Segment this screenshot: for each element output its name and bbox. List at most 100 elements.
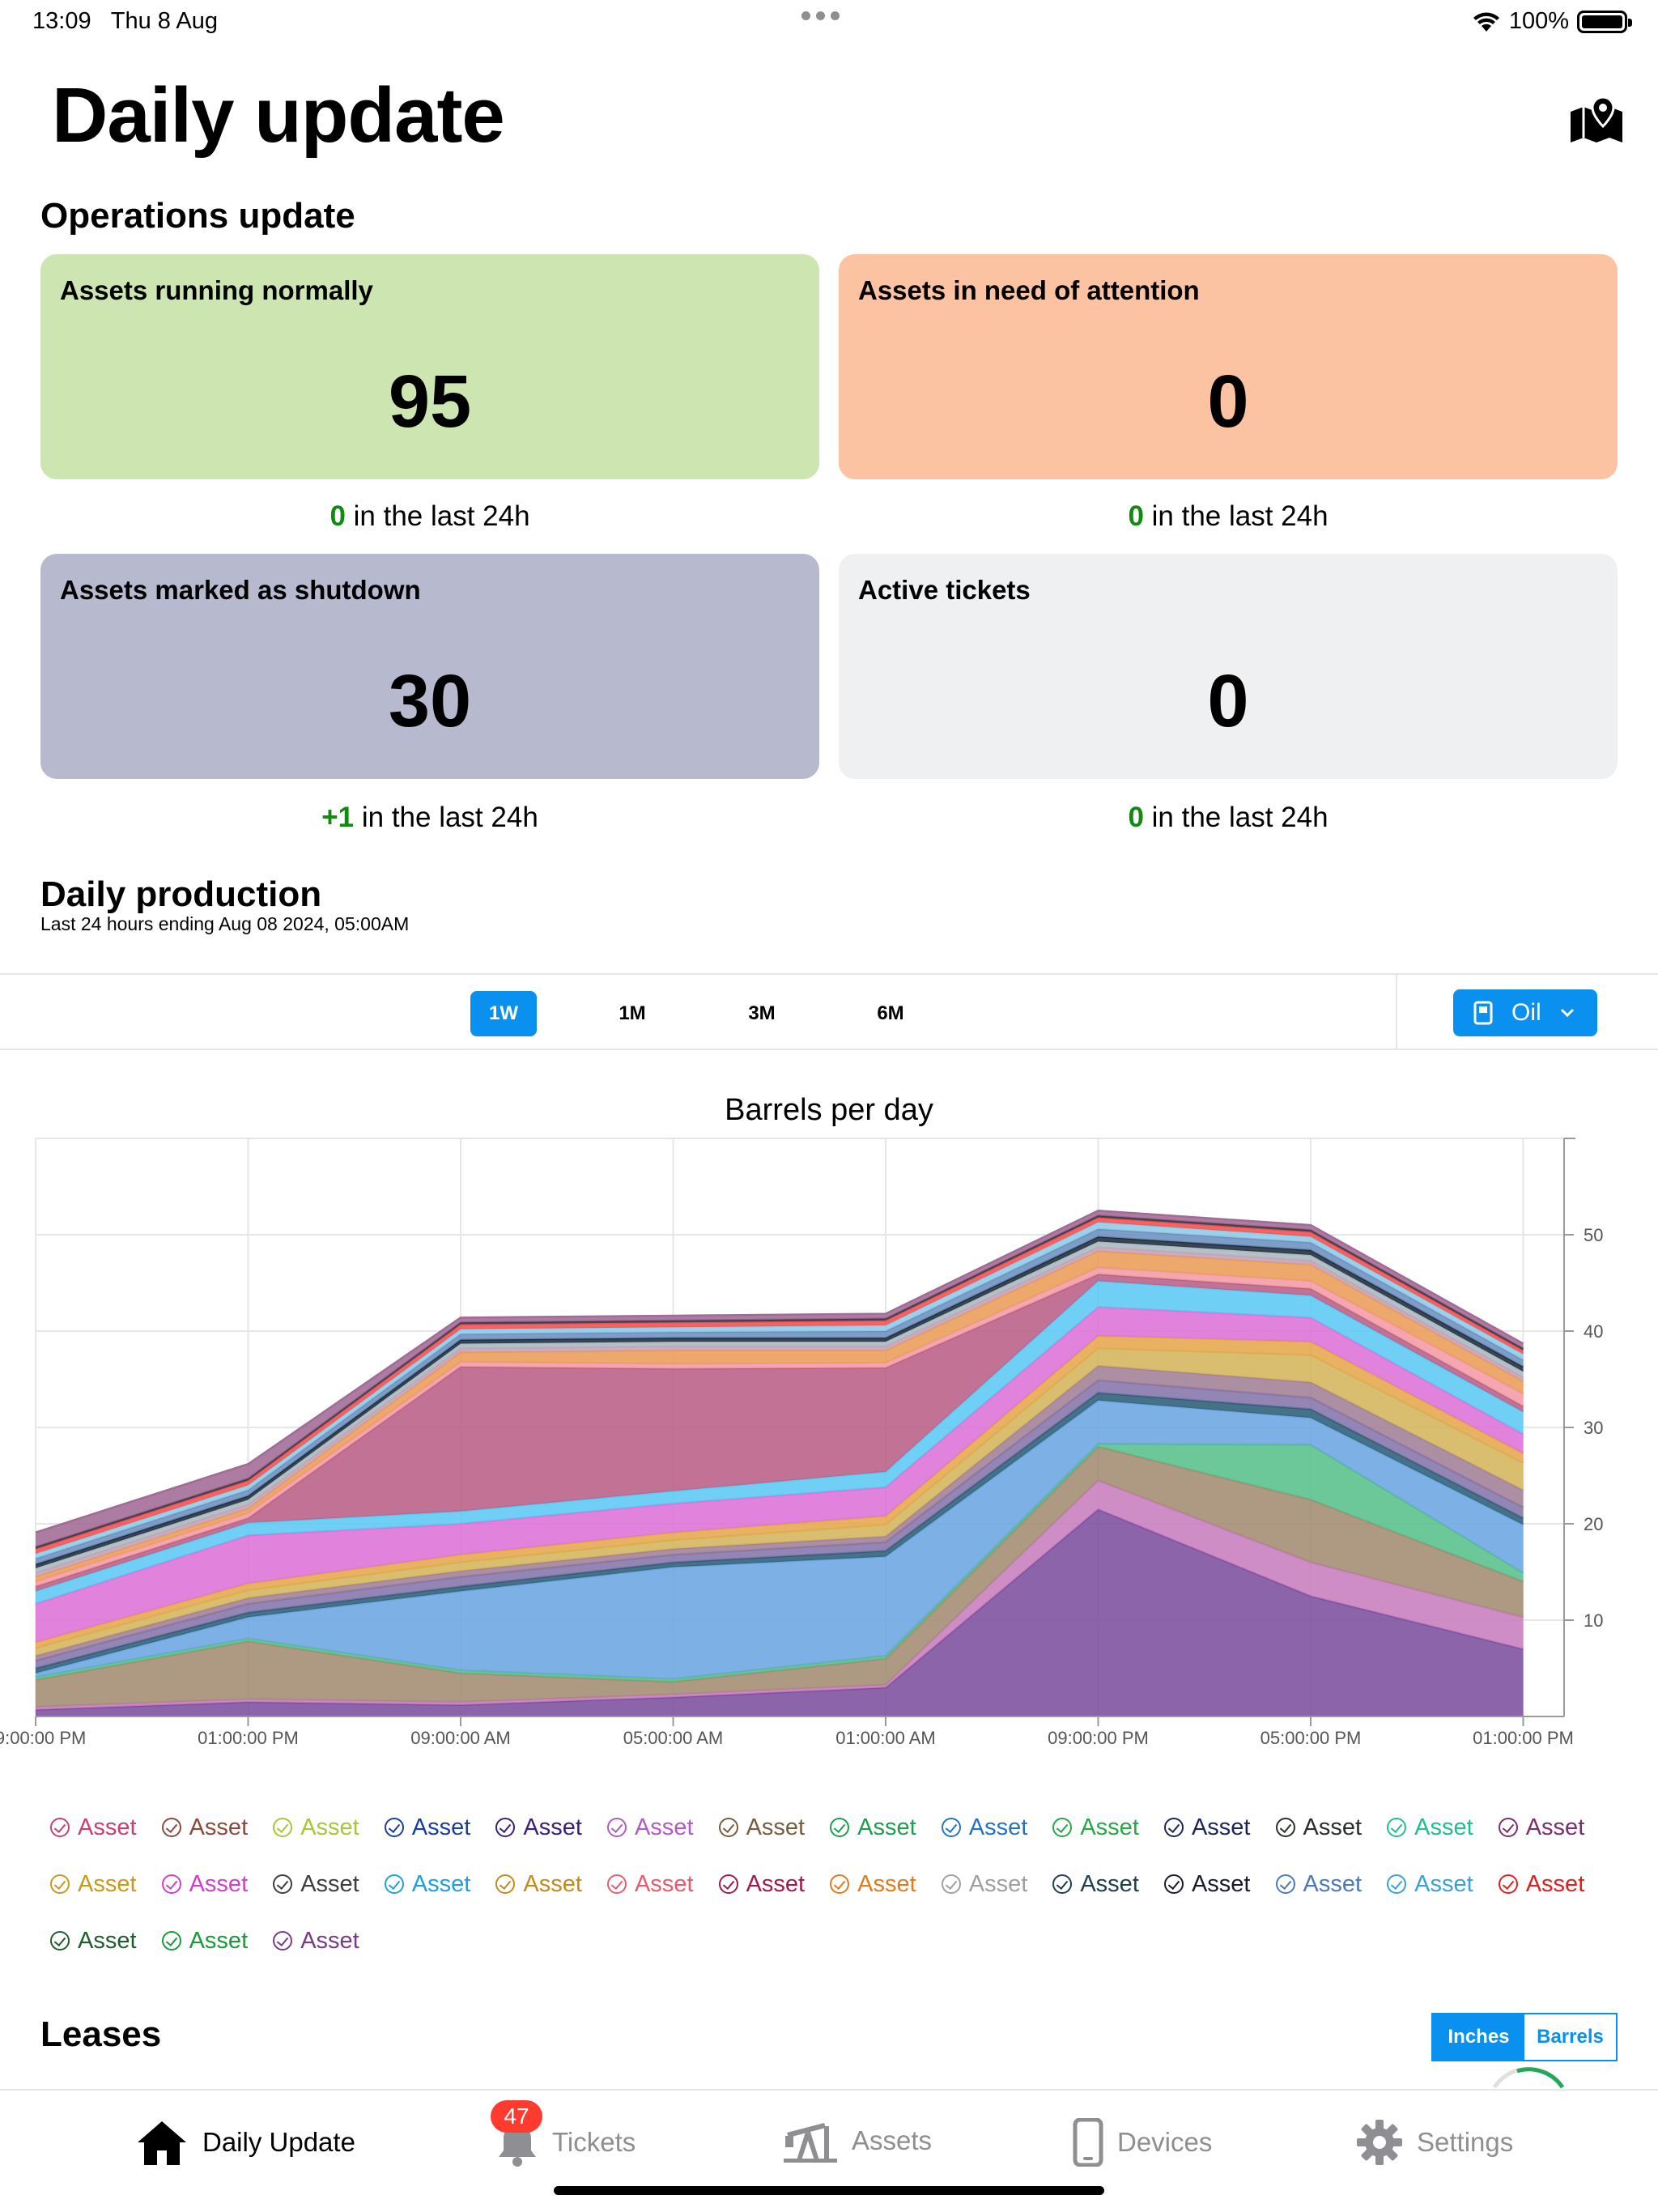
check-circle-icon [384, 1874, 404, 1894]
tab-label: Devices [1117, 2127, 1213, 2157]
legend-item[interactable]: Asset [1498, 1867, 1610, 1901]
legend-item[interactable]: Asset [830, 1810, 942, 1844]
legend-label: Asset [857, 1814, 916, 1840]
delta-active-tickets: 0 in the last 24h [1128, 802, 1329, 833]
check-circle-icon [161, 1874, 181, 1894]
x-tick-label: 09:00:00 PM [1048, 1728, 1149, 1748]
check-circle-icon [1498, 1818, 1518, 1837]
legend-item[interactable]: Asset [941, 1810, 1053, 1844]
tab-daily-update[interactable]: Daily Update [134, 2118, 355, 2167]
check-circle-icon [495, 1818, 516, 1837]
product-select[interactable]: Oil [1453, 989, 1597, 1036]
legend-item[interactable]: Asset [384, 1810, 496, 1844]
timeframe-3m[interactable]: 3M [748, 1002, 776, 1024]
legend-label: Asset [1525, 1870, 1585, 1897]
legend-item[interactable]: Asset [1052, 1867, 1164, 1901]
production-title: Daily production [40, 874, 322, 914]
card-value: 0 [1207, 360, 1249, 443]
card-label: Assets in need of attention [858, 275, 1200, 305]
legend-item[interactable]: Asset [606, 1867, 719, 1901]
oil-tank-icon [1473, 1001, 1493, 1025]
check-circle-icon [1387, 1874, 1407, 1894]
legend-item[interactable]: Asset [1052, 1810, 1164, 1844]
status-bar: 13:09 Thu 8 Aug 100% [0, 0, 1658, 45]
map-pin-icon[interactable] [1567, 94, 1626, 144]
legend-item[interactable]: Asset [1275, 1867, 1388, 1901]
y-tick-label: 40 [1584, 1321, 1603, 1342]
card-need-attention[interactable]: Assets in need of attention 0 [839, 254, 1618, 479]
area-series-1[interactable] [36, 1509, 1524, 1716]
area-series-3[interactable] [36, 1446, 1524, 1708]
legend-label: Asset [78, 1870, 137, 1897]
tab-assets[interactable]: Assets [782, 2118, 932, 2163]
legend-item[interactable]: Asset [273, 1867, 385, 1901]
delta-shutdown: +1 in the last 24h [321, 802, 538, 833]
check-circle-icon [1163, 1874, 1184, 1894]
area-series-13[interactable] [36, 1274, 1524, 1592]
y-tick-label: 20 [1584, 1514, 1603, 1534]
legend-item[interactable]: Asset [1163, 1810, 1276, 1844]
card-running-normally[interactable]: Assets running normally 95 [40, 254, 819, 479]
check-circle-icon [941, 1874, 961, 1894]
legend-label: Asset [1080, 1814, 1139, 1840]
timeframe-6m[interactable]: 6M [877, 1002, 904, 1024]
x-tick-label: 09:00:00 PM [0, 1728, 86, 1748]
check-circle-icon [1163, 1818, 1184, 1837]
x-tick-label: 01:00:00 PM [1473, 1728, 1574, 1748]
multitasking-dots[interactable] [801, 11, 840, 20]
legend-item[interactable]: Asset [1387, 1867, 1499, 1901]
card-value: 30 [388, 660, 472, 742]
card-active-tickets[interactable]: Active tickets 0 [839, 554, 1618, 779]
legend-item[interactable]: Asset [1387, 1810, 1499, 1844]
legend-item[interactable]: Asset [50, 1924, 162, 1958]
area-series-5[interactable] [36, 1400, 1524, 1679]
pumpjack-icon [784, 2123, 837, 2163]
legend-item[interactable]: Asset [1498, 1810, 1610, 1844]
legend-item[interactable]: Asset [50, 1867, 162, 1901]
legend-item[interactable]: Asset [495, 1867, 607, 1901]
phone-icon [1073, 2118, 1103, 2167]
legend-item[interactable]: Asset [161, 1810, 274, 1844]
legend-item[interactable]: Asset [273, 1924, 385, 1958]
legend-label: Asset [1303, 1814, 1363, 1840]
area-series-12[interactable] [36, 1281, 1524, 1604]
unit-inches-button[interactable]: Inches [1433, 2014, 1524, 2060]
legend-item[interactable]: Asset [161, 1924, 274, 1958]
battery-icon [1577, 10, 1632, 33]
legend-item[interactable]: Asset [1275, 1810, 1388, 1844]
tab-devices[interactable]: Devices [1072, 2118, 1212, 2167]
legend-item[interactable]: Asset [1163, 1867, 1276, 1901]
delta-running-normally: 0 in the last 24h [329, 500, 530, 532]
y-tick-label: 10 [1584, 1610, 1603, 1631]
legend-item[interactable]: Asset [50, 1810, 162, 1844]
legend-item[interactable]: Asset [495, 1810, 607, 1844]
legend-label: Asset [746, 1814, 806, 1840]
legend-label: Asset [634, 1870, 694, 1897]
check-circle-icon [50, 1818, 70, 1837]
legend-item[interactable]: Asset [830, 1867, 942, 1901]
unit-barrels-button[interactable]: Barrels [1524, 2014, 1616, 2060]
x-tick-label: 01:00:00 PM [198, 1728, 299, 1748]
legend-label: Asset [189, 1814, 249, 1840]
legend-item[interactable]: Asset [718, 1810, 831, 1844]
legend-item[interactable]: Asset [273, 1810, 385, 1844]
y-tick-label: 50 [1584, 1225, 1603, 1245]
production-chart[interactable]: 10 20 30 40 50 09:00:00 PM 01:00:00 PM 09:00:00… [0, 1125, 1658, 1765]
card-label: Assets marked as shutdown [60, 575, 421, 605]
legend-label: Asset [300, 1814, 359, 1840]
legend-item[interactable]: Asset [606, 1810, 719, 1844]
legend-item[interactable]: Asset [941, 1867, 1053, 1901]
timeframe-1m[interactable]: 1M [619, 1002, 646, 1024]
card-shutdown[interactable]: Assets marked as shutdown 30 [40, 554, 819, 779]
wifi-icon [1473, 12, 1499, 32]
timeframe-1w[interactable]: 1W [470, 991, 537, 1036]
check-circle-icon [273, 1818, 293, 1837]
legend-item[interactable]: Asset [718, 1867, 831, 1901]
home-indicator[interactable] [554, 2186, 1104, 2195]
legend-item[interactable]: Asset [384, 1867, 496, 1901]
area-series-11[interactable] [36, 1307, 1524, 1643]
legend-item[interactable]: Asset [161, 1867, 274, 1901]
tab-tickets[interactable]: 47 Tickets [491, 2100, 636, 2167]
tab-settings[interactable]: Settings [1355, 2118, 1513, 2167]
check-circle-icon [941, 1818, 961, 1837]
